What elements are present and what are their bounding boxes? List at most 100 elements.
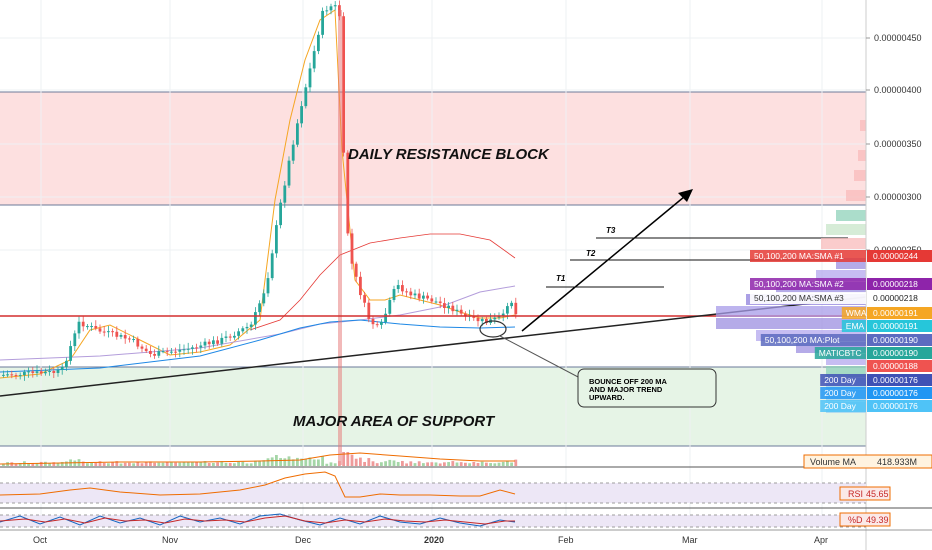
volume-bar [98, 461, 102, 466]
candle-body [388, 299, 392, 314]
y-tick-label: 0.00000450 [874, 33, 922, 43]
volume-bar [262, 460, 266, 466]
volume-bar [249, 463, 253, 466]
volume-bar [128, 462, 131, 466]
price-labels: 50,100,200 MA:SMA #1 0.00000244 50,100,200… [750, 250, 932, 412]
candle-body [178, 349, 182, 352]
candle-body [241, 328, 245, 332]
candle-body [132, 339, 135, 341]
volume-bar [497, 462, 501, 466]
candle-body [342, 16, 345, 153]
volume-bar [392, 460, 396, 466]
volume-bar [199, 462, 203, 466]
candle-body [464, 313, 467, 317]
volume-bar [459, 462, 463, 466]
volume-bar [350, 454, 354, 466]
volume-profile-bar [854, 170, 866, 181]
candle-body [451, 305, 455, 312]
sma-blue-line [0, 319, 516, 373]
volume-bar [186, 462, 190, 466]
volume-bar [123, 462, 127, 466]
volume-bar [447, 462, 450, 466]
candle-body [459, 309, 463, 314]
volume-bar [354, 458, 358, 466]
candle-body [422, 295, 425, 299]
volume-bar [35, 463, 39, 466]
volume-bar [312, 459, 316, 466]
volume-bar [472, 461, 476, 466]
candle-body [191, 347, 194, 349]
candle-body [296, 123, 299, 145]
candle-body [220, 337, 224, 344]
price-tag-value: 0.00000191 [873, 308, 918, 318]
volume-bar [81, 461, 85, 466]
price-tag-value-bg [867, 387, 932, 399]
volume-bar [228, 462, 232, 466]
candle-body [115, 331, 119, 337]
volume-ma-label: Volume MA [810, 457, 856, 467]
x-tick-label: Feb [558, 535, 574, 545]
candle-body [237, 331, 240, 336]
candle-body [56, 369, 60, 373]
candle-body [375, 324, 379, 326]
price-tag-value-bg [867, 278, 932, 290]
candle-body [216, 340, 219, 344]
time-axis[interactable]: Oct Nov Dec 2020 Feb Mar Apr [33, 535, 828, 545]
volume-bar [501, 461, 505, 466]
volume-bar [434, 462, 438, 466]
candle-body [23, 371, 26, 376]
candle-body [270, 253, 274, 279]
price-tag-value: 0.00000244 [873, 251, 918, 261]
candle-body [233, 335, 236, 338]
price-tag-label: 50,100,200 MA:SMA #2 [754, 279, 844, 289]
candle-body [81, 321, 85, 327]
bounce-marker [479, 320, 507, 338]
candle-body [174, 351, 177, 353]
candle-body [329, 6, 333, 11]
price-tag-value: 0.00000176 [873, 388, 918, 398]
volume-profile-bar [836, 210, 866, 221]
volume-bar [321, 456, 324, 466]
candle-body [245, 326, 249, 329]
rsi-band [0, 483, 866, 503]
rsi-line [0, 471, 516, 498]
candle-body [157, 351, 161, 356]
volume-bar [258, 461, 261, 466]
volume-bar [367, 458, 371, 466]
support-title: MAJOR AREA OF SUPPORT [293, 413, 496, 430]
candle-body [409, 291, 413, 296]
volume-bar [136, 462, 140, 466]
volume-bar [220, 461, 224, 466]
target-t1-label: T1 [556, 274, 566, 283]
volume-bar [405, 463, 408, 466]
price-tag-value-bg [867, 400, 932, 412]
sma-red-line [249, 233, 516, 331]
volume-ma-tag [803, 454, 932, 469]
volume-bar [111, 462, 114, 466]
candle-body [98, 328, 102, 332]
volume-bar [153, 462, 156, 466]
volume-bar [296, 457, 299, 466]
candle-body [39, 371, 43, 374]
candle-body [136, 339, 140, 347]
volume-bar [510, 462, 513, 466]
price-tag-value-bg [867, 374, 932, 386]
candle-body [195, 347, 198, 349]
candle-body [279, 202, 282, 226]
candle-body [300, 106, 303, 124]
candle-body [304, 87, 308, 107]
volume-bar [178, 462, 182, 466]
volume-bar [182, 462, 186, 466]
volume-bar [73, 460, 77, 466]
volume-bar [27, 463, 30, 466]
candle-body [18, 375, 22, 377]
volume-bar [52, 462, 56, 466]
volume-bar [304, 459, 308, 466]
volume-profile-bar [860, 120, 866, 131]
candle-body [401, 285, 404, 292]
candle-body [140, 346, 144, 349]
volume-profile-bar [826, 366, 866, 377]
volume-bar [86, 463, 89, 466]
candle-body [65, 360, 68, 368]
